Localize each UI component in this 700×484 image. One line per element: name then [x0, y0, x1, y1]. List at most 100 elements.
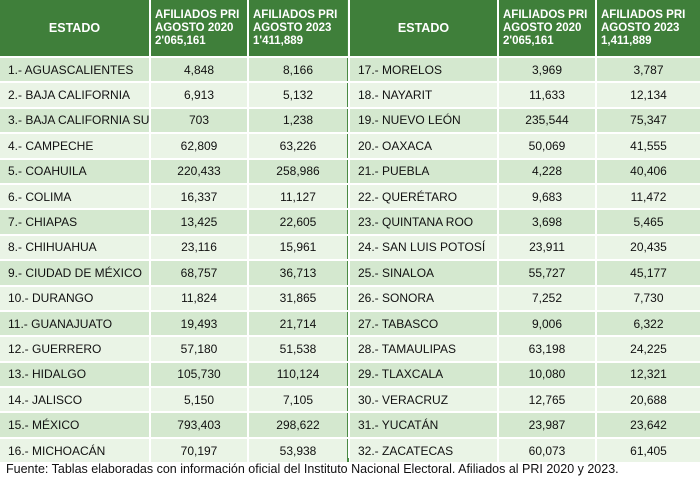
table-row: 15.- MÉXICO 793,403 298,622 — [0, 412, 349, 439]
affiliates-2023-cell: 8,166 — [248, 57, 349, 84]
affiliates-2023-cell: 51,538 — [248, 336, 349, 363]
affiliates-2020-cell: 9,683 — [498, 183, 597, 211]
table-row: 20.- OAXACA 50,069 41,555 — [350, 133, 700, 160]
affiliates-2020-cell: 63,198 — [498, 336, 597, 363]
table-row: 19.- NUEVO LEÓN 235,544 75,347 — [350, 107, 700, 135]
state-name-cell: 13.- HIDALGO — [0, 361, 151, 389]
affiliates-2020-cell: 793,403 — [150, 412, 249, 439]
table-row: 16.- MICHOACÁN 70,197 53,938 — [0, 437, 349, 465]
table-row: 12.- GUERRERO 57,180 51,538 — [0, 336, 349, 363]
state-name-cell: 10.- DURANGO — [0, 285, 151, 312]
table-row: 3.- BAJA CALIFORNIA SUR 703 1,238 — [0, 107, 349, 135]
affiliates-2020-cell: 6,913 — [150, 82, 249, 109]
affiliates-2023-cell: 11,127 — [248, 183, 349, 211]
affiliates-2020-cell: 23,116 — [150, 234, 249, 262]
affiliates-2023-cell: 20,435 — [596, 234, 700, 262]
state-name-cell: 20.- OAXACA — [350, 133, 499, 160]
left-table: ESTADO AFILIADOS PRI AGOSTO 2020 2'065,1… — [0, 0, 349, 465]
state-name-cell: 28.- TAMAULIPAS — [350, 336, 499, 363]
state-name-cell: 4.- CAMPECHE — [0, 133, 151, 160]
state-name-cell: 8.- CHIHUAHUA — [0, 234, 151, 262]
state-name-cell: 19.- NUEVO LEÓN — [350, 107, 499, 135]
state-name-cell: 17.- MORELOS — [350, 57, 499, 84]
affiliates-2023-cell: 24,225 — [596, 336, 700, 363]
affiliates-2020-cell: 703 — [150, 107, 249, 135]
state-name-cell: 15.- MÉXICO — [0, 412, 151, 439]
affiliates-2020-cell: 19,493 — [150, 310, 249, 338]
left-table-body: 1.- AGUASCALIENTES 4,848 8,166 2.- BAJA CAL… — [0, 57, 349, 465]
table-row: 25.- SINALOA 55,727 45,177 — [350, 260, 700, 287]
table-row: 2.- BAJA CALIFORNIA 6,913 5,132 — [0, 82, 349, 109]
affiliates-2020-cell: 68,757 — [150, 260, 249, 287]
affiliates-2023-cell: 110,124 — [248, 361, 349, 389]
table-row: 24.- SAN LUIS POTOSÍ 23,911 20,435 — [350, 234, 700, 262]
affiliates-2020-cell: 23,987 — [498, 412, 597, 439]
affiliates-2023-cell: 7,105 — [248, 387, 349, 414]
affiliates-2023-cell: 20,688 — [596, 387, 700, 414]
affiliates-2023-cell: 36,713 — [248, 260, 349, 287]
table-row: 29.- TLAXCALA 10,080 12,321 — [350, 361, 700, 389]
table-row: 7.- CHIAPAS 13,425 22,605 — [0, 209, 349, 236]
state-name-cell: 3.- BAJA CALIFORNIA SUR — [0, 107, 151, 135]
table-row: 31.- YUCATÁN 23,987 23,642 — [350, 412, 700, 439]
state-name-cell: 29.- TLAXCALA — [350, 361, 499, 389]
affiliates-2020-cell: 60,073 — [498, 437, 597, 465]
state-name-cell: 18.- NAYARIT — [350, 82, 499, 109]
state-name-cell: 6.- COLIMA — [0, 183, 151, 211]
table-row: 32.- ZACATECAS 60,073 61,405 — [350, 437, 700, 465]
affiliates-2023-cell: 31,865 — [248, 285, 349, 312]
table-row: 18.- NAYARIT 11,633 12,134 — [350, 82, 700, 109]
state-name-cell: 31.- YUCATÁN — [350, 412, 499, 439]
right-header-row: ESTADO AFILIADOS PRI AGOSTO 2020 2'065,1… — [350, 0, 700, 58]
state-name-cell: 25.- SINALOA — [350, 260, 499, 287]
affiliates-2020-cell: 3,698 — [498, 209, 597, 236]
affiliates-2023-cell: 298,622 — [248, 412, 349, 439]
table-row: 4.- CAMPECHE 62,809 63,226 — [0, 133, 349, 160]
state-name-cell: 5.- COAHUILA — [0, 158, 151, 185]
state-name-cell: 9.- CIUDAD DE MÉXICO — [0, 260, 151, 287]
right-header-2020: AFILIADOS PRI AGOSTO 2020 2'065,161 — [498, 0, 597, 58]
state-name-cell: 14.- JALISCO — [0, 387, 151, 414]
affiliates-2020-cell: 55,727 — [498, 260, 597, 287]
affiliates-2023-cell: 7,730 — [596, 285, 700, 312]
affiliates-2023-cell: 258,986 — [248, 158, 349, 185]
affiliates-2020-cell: 220,433 — [150, 158, 249, 185]
affiliates-2023-cell: 21,714 — [248, 310, 349, 338]
table-row: 27.- TABASCO 9,006 6,322 — [350, 310, 700, 338]
table-row: 17.- MORELOS 3,969 3,787 — [350, 57, 700, 84]
affiliates-2020-cell: 3,969 — [498, 57, 597, 84]
affiliates-2020-cell: 9,006 — [498, 310, 597, 338]
affiliates-2023-cell: 45,177 — [596, 260, 700, 287]
left-header-estado: ESTADO — [0, 0, 151, 58]
affiliates-tables: ESTADO AFILIADOS PRI AGOSTO 2020 2'065,1… — [0, 0, 700, 465]
affiliates-2020-cell: 4,848 — [150, 57, 249, 84]
right-header-estado: ESTADO — [350, 0, 499, 58]
affiliates-2023-cell: 6,322 — [596, 310, 700, 338]
affiliates-2023-cell: 41,555 — [596, 133, 700, 160]
right-header-2023: AFILIADOS PRI AGOSTO 2023 1,411,889 — [596, 0, 700, 58]
state-name-cell: 22.- QUERÉTARO — [350, 183, 499, 211]
affiliates-2020-cell: 50,069 — [498, 133, 597, 160]
state-name-cell: 27.- TABASCO — [350, 310, 499, 338]
affiliates-2023-cell: 61,405 — [596, 437, 700, 465]
state-name-cell: 12.- GUERRERO — [0, 336, 151, 363]
right-table-body: 17.- MORELOS 3,969 3,787 18.- NAYARIT 11,633… — [350, 57, 700, 465]
table-row: 28.- TAMAULIPAS 63,198 24,225 — [350, 336, 700, 363]
table-row: 23.- QUINTANA ROO 3,698 5,465 — [350, 209, 700, 236]
table-row: 5.- COAHUILA 220,433 258,986 — [0, 158, 349, 185]
table-row: 21.- PUEBLA 4,228 40,406 — [350, 158, 700, 185]
state-name-cell: 32.- ZACATECAS — [350, 437, 499, 465]
table-row: 10.- DURANGO 11,824 31,865 — [0, 285, 349, 312]
affiliates-2023-cell: 3,787 — [596, 57, 700, 84]
table-row: 9.- CIUDAD DE MÉXICO 68,757 36,713 — [0, 260, 349, 287]
state-name-cell: 30.- VERACRUZ — [350, 387, 499, 414]
table-row: 30.- VERACRUZ 12,765 20,688 — [350, 387, 700, 414]
state-name-cell: 23.- QUINTANA ROO — [350, 209, 499, 236]
affiliates-2023-cell: 63,226 — [248, 133, 349, 160]
affiliates-2023-cell: 15,961 — [248, 234, 349, 262]
state-name-cell: 2.- BAJA CALIFORNIA — [0, 82, 151, 109]
left-header-2023: AFILIADOS PRI AGOSTO 2023 1'411,889 — [248, 0, 349, 58]
state-name-cell: 11.- GUANAJUATO — [0, 310, 151, 338]
state-name-cell: 7.- CHIAPAS — [0, 209, 151, 236]
